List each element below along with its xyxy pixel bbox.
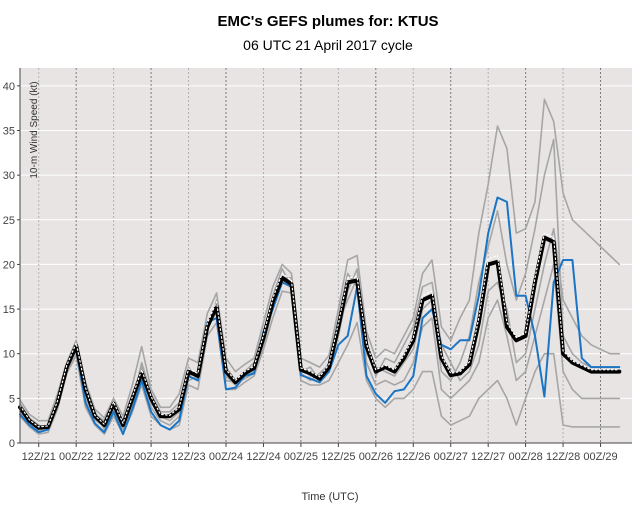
y-tick-label: 0 [9, 438, 15, 450]
x-tick-label: 00Z/28 [509, 451, 543, 463]
x-tick-label: 00Z/22 [59, 451, 93, 463]
x-tick-label: 00Z/25 [284, 451, 318, 463]
x-tick-label: 12Z/28 [546, 451, 580, 463]
y-axis-label: 10-m Wind Speed (kt) [29, 81, 40, 178]
y-tick-label: 10 [3, 349, 15, 361]
x-tick-label: 12Z/25 [321, 451, 355, 463]
x-tick-label: 12Z/27 [471, 451, 505, 463]
series-line [19, 98, 621, 422]
series-line [18, 235, 622, 430]
x-tick-label: 00Z/24 [209, 451, 243, 463]
chart-subtitle: 06 UTC 21 April 2017 cycle [243, 37, 413, 53]
y-tick-label: 30 [3, 170, 15, 182]
y-tick-label: 40 [3, 81, 15, 93]
chart-title: EMC's GEFS plumes for: KTUS [217, 13, 438, 30]
x-tick-label: 00Z/29 [583, 451, 617, 463]
x-axis-label: Time (UTC) [301, 491, 358, 503]
y-tick-label: 35 [3, 126, 15, 138]
x-tick-label: 12Z/24 [246, 451, 280, 463]
y-tick-label: 5 [9, 393, 15, 405]
x-tick-label: 12Z/26 [396, 451, 430, 463]
series-line [19, 196, 621, 436]
y-tick-label: 15 [3, 304, 15, 316]
series-line [19, 232, 620, 428]
x-tick-label: 00Z/26 [359, 451, 393, 463]
x-tick-label: 12Z/22 [97, 451, 131, 463]
x-tick-label: 12Z/23 [171, 451, 205, 463]
y-tick-label: 20 [3, 259, 15, 271]
x-tick-label: 00Z/27 [434, 451, 468, 463]
x-tick-label: 00Z/23 [134, 451, 168, 463]
y-tick-label: 25 [3, 215, 15, 227]
x-tick-label: 12Z/21 [22, 451, 56, 463]
series-layer [18, 98, 622, 436]
axes: 0 5 10 15 20 25 30 35 40 12Z/21 00Z/22 12Z/22 00Z/23… [3, 68, 632, 463]
